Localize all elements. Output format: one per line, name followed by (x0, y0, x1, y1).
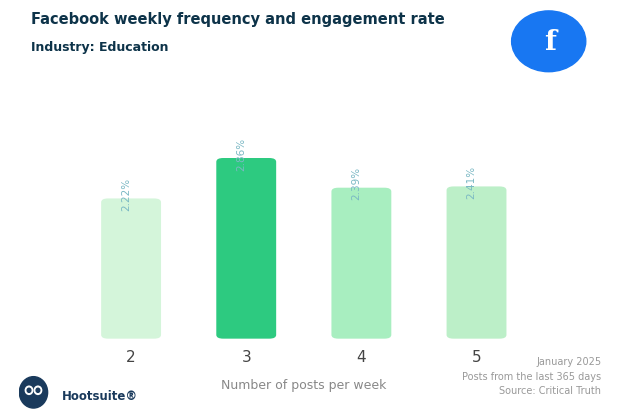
Text: Hootsuite®: Hootsuite® (62, 390, 138, 403)
Text: 2.86%: 2.86% (236, 138, 246, 171)
FancyBboxPatch shape (101, 198, 161, 339)
Text: 2.41%: 2.41% (466, 166, 477, 199)
Text: Industry: Education: Industry: Education (31, 41, 169, 54)
FancyBboxPatch shape (216, 158, 276, 339)
Text: 2.39%: 2.39% (352, 167, 361, 200)
Text: 2.22%: 2.22% (121, 178, 131, 211)
FancyBboxPatch shape (332, 188, 391, 339)
Circle shape (19, 377, 48, 408)
X-axis label: Number of posts per week: Number of posts per week (221, 379, 386, 392)
Circle shape (34, 386, 42, 394)
Circle shape (25, 386, 33, 394)
Text: January 2025
Posts from the last 365 days
Source: Critical Truth: January 2025 Posts from the last 365 day… (463, 357, 601, 396)
Circle shape (512, 11, 586, 72)
Circle shape (27, 388, 31, 392)
FancyBboxPatch shape (446, 186, 507, 339)
Text: f: f (544, 29, 556, 56)
Circle shape (36, 388, 40, 392)
Text: Facebook weekly frequency and engagement rate: Facebook weekly frequency and engagement… (31, 12, 445, 27)
